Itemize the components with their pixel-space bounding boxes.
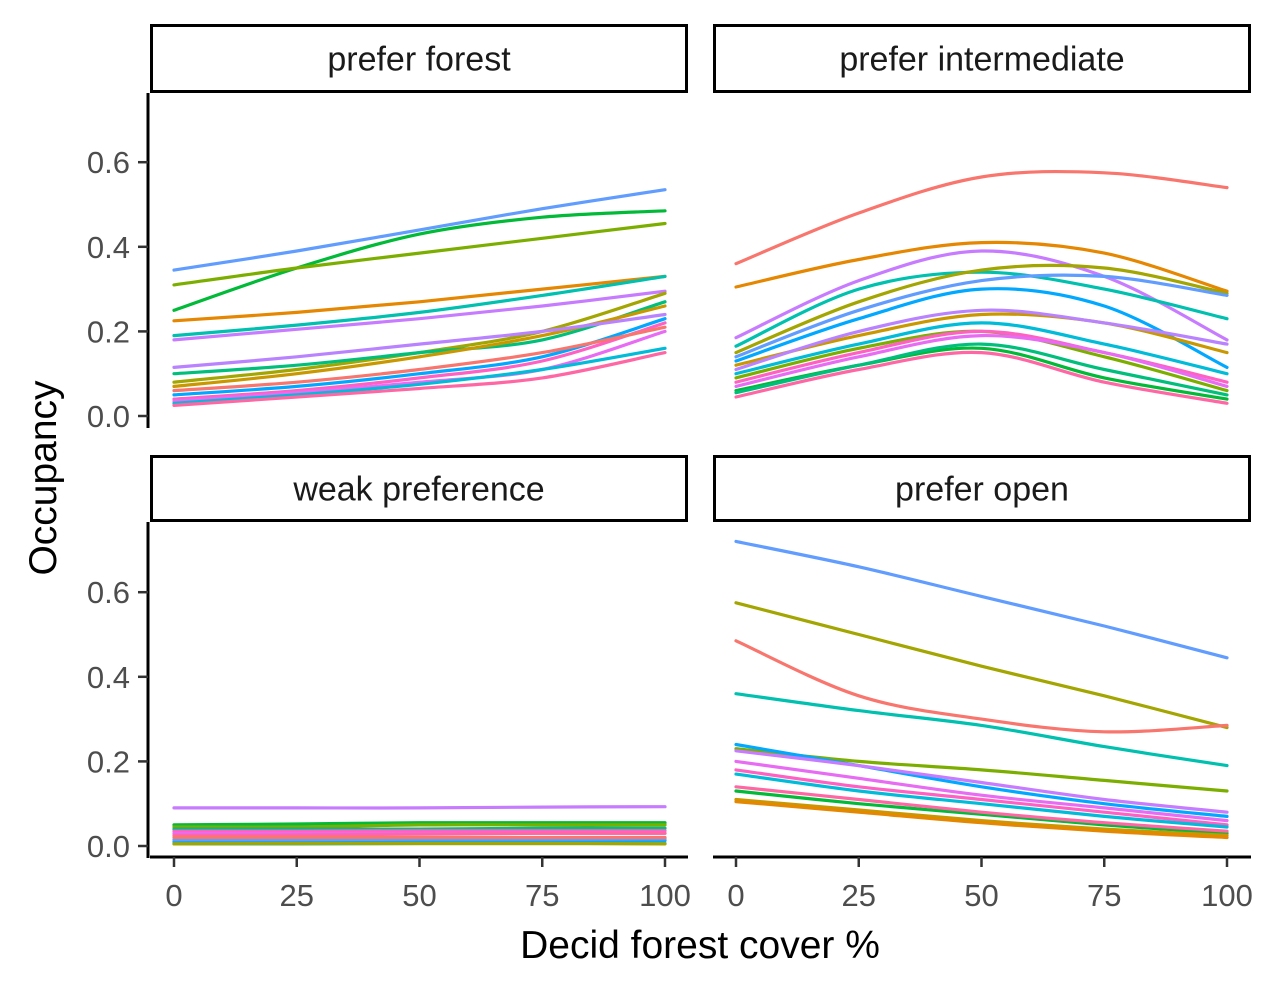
series-lines bbox=[734, 169, 1229, 405]
series-line bbox=[734, 772, 1229, 829]
facet-title: weak preference bbox=[292, 471, 544, 509]
series-line bbox=[734, 539, 1229, 660]
series-line bbox=[172, 831, 667, 837]
y-tick-label: 0.2 bbox=[87, 744, 130, 779]
facet-strip bbox=[150, 455, 688, 522]
y-tick-label: 0.2 bbox=[87, 314, 130, 349]
series-line bbox=[172, 312, 667, 369]
series-line bbox=[172, 351, 667, 407]
series-line bbox=[734, 800, 1229, 840]
facet-panel: prefer open 0 25 50 75 100 bbox=[713, 455, 1253, 913]
series-line bbox=[734, 263, 1229, 355]
series-line bbox=[172, 346, 667, 405]
x-tick-label: 100 bbox=[1201, 878, 1253, 913]
facet-panel: prefer intermediate bbox=[713, 24, 1251, 405]
facet-strip bbox=[150, 24, 688, 93]
y-tick-label: 0.4 bbox=[87, 230, 130, 265]
series-line bbox=[734, 639, 1229, 734]
y-tick-label: 0.6 bbox=[87, 145, 130, 180]
series-line bbox=[734, 601, 1229, 730]
x-tick-label: 75 bbox=[525, 878, 559, 913]
series-line bbox=[734, 342, 1229, 397]
series-line bbox=[172, 837, 667, 842]
series-line bbox=[734, 350, 1229, 405]
series-line bbox=[734, 692, 1229, 768]
series-lines bbox=[734, 539, 1229, 840]
y-tick-label: 0.6 bbox=[87, 575, 130, 610]
facet-title: prefer forest bbox=[327, 41, 511, 79]
facet-title: prefer intermediate bbox=[839, 41, 1124, 79]
x-tick-label: 75 bbox=[1087, 878, 1121, 913]
series-line bbox=[172, 329, 667, 403]
series-line bbox=[734, 789, 1229, 835]
x-tick-label: 50 bbox=[964, 878, 998, 913]
series-line bbox=[734, 759, 1229, 823]
series-line bbox=[734, 308, 1229, 372]
series-line bbox=[734, 270, 1229, 348]
series-line bbox=[734, 797, 1229, 837]
y-tick-label: 0.4 bbox=[87, 660, 130, 695]
y-axis-title: Occupancy bbox=[22, 380, 65, 576]
series-line bbox=[172, 823, 667, 829]
x-tick-label: 0 bbox=[165, 878, 182, 913]
series-lines bbox=[172, 805, 667, 846]
series-line bbox=[734, 749, 1229, 814]
series-line bbox=[734, 287, 1229, 369]
series-lines bbox=[172, 188, 667, 407]
series-line bbox=[172, 821, 667, 827]
series-line bbox=[172, 188, 667, 272]
series-line bbox=[172, 325, 667, 393]
series-line bbox=[734, 169, 1229, 266]
series-line bbox=[734, 321, 1229, 376]
series-line bbox=[172, 321, 667, 401]
series-line bbox=[734, 329, 1229, 393]
x-axis-title: Decid forest cover % bbox=[520, 924, 880, 967]
series-line bbox=[734, 273, 1229, 359]
series-line bbox=[734, 312, 1229, 367]
x-tick-label: 0 bbox=[727, 878, 744, 913]
series-line bbox=[172, 221, 667, 287]
series-line bbox=[172, 274, 667, 323]
x-tick-label: 50 bbox=[402, 878, 436, 913]
x-tick-label: 25 bbox=[280, 878, 314, 913]
series-line bbox=[734, 742, 1229, 818]
facet-strip bbox=[713, 455, 1251, 522]
series-line bbox=[734, 333, 1229, 388]
y-tick-label: 0.0 bbox=[87, 399, 130, 434]
x-tick-label: 100 bbox=[639, 878, 691, 913]
y-tick-label: 0.0 bbox=[87, 829, 130, 864]
facet-strip bbox=[713, 24, 1251, 93]
series-line bbox=[734, 249, 1229, 342]
series-line bbox=[172, 805, 667, 810]
series-line bbox=[172, 209, 667, 312]
facet-panel: prefer forest 0.0 0.2 0.4 0.6 bbox=[87, 24, 688, 434]
chart-panels: prefer forest 0.0 0.2 0.4 0.6 prefer intermed… bbox=[87, 24, 1253, 913]
series-line bbox=[172, 274, 667, 338]
series-line bbox=[734, 768, 1229, 827]
series-line bbox=[172, 300, 667, 376]
x-tick-label: 25 bbox=[842, 878, 876, 913]
series-line bbox=[172, 289, 667, 342]
facet-title: prefer open bbox=[895, 471, 1069, 509]
series-line bbox=[734, 240, 1229, 293]
series-line bbox=[734, 785, 1229, 833]
series-line bbox=[172, 826, 667, 831]
facet-panel: weak preference 0.0 0.2 0.4 0.6 0 25 50 75 100 bbox=[87, 455, 691, 913]
